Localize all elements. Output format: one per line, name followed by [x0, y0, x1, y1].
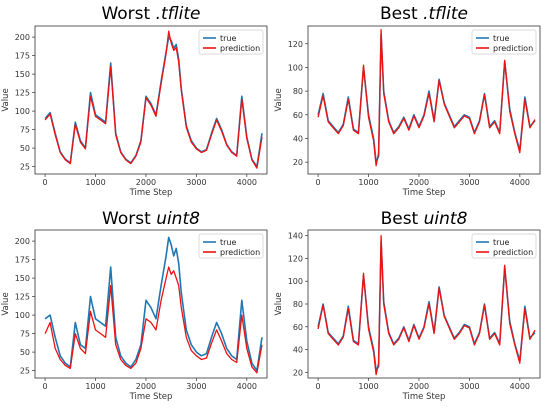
- y-axis-label: Value: [274, 292, 284, 315]
- chart-panel-2: Best .tflite 0 1000 2000 3000 4000 20 40 60 80 100…: [274, 4, 541, 198]
- series-line-true: [44, 36, 263, 168]
- x-tick-label: 3000: [186, 382, 206, 391]
- chart-panel-1: Worst .tflite 0 1000 2000 3000 4000 25 50 75 100 1…: [1, 4, 268, 198]
- y-tick-label: 125: [15, 293, 30, 302]
- x-tick-label: 3000: [459, 382, 479, 391]
- y-tick-label: 60: [293, 323, 303, 332]
- x-axis-label: Time Step: [402, 188, 446, 198]
- x-tick-label: 4000: [510, 382, 530, 391]
- legend-label-true: true: [220, 238, 236, 247]
- chart-panel-4: Best uint8 0 1000 2000 3000 4000 20 40 60 80 100 12…: [274, 209, 541, 402]
- x-tick-label: 4000: [237, 382, 257, 391]
- series-line-prediction: [317, 235, 536, 376]
- y-tick-label: 125: [15, 89, 30, 98]
- y-tick-label: 60: [293, 111, 303, 120]
- series-line-prediction: [44, 30, 263, 169]
- x-tick-label: 0: [43, 178, 48, 187]
- chart-title: Worst .tflite: [101, 4, 200, 24]
- legend-label-true: true: [220, 34, 236, 43]
- x-tick-label: 4000: [237, 178, 257, 187]
- y-tick-label: 75: [20, 126, 30, 135]
- y-tick-label: 80: [293, 300, 303, 309]
- y-tick-label: 50: [20, 144, 30, 153]
- y-tick-label: 100: [288, 277, 303, 286]
- chart-title: Best .tflite: [380, 4, 468, 24]
- y-tick-label: 20: [293, 368, 303, 377]
- series-line-prediction: [317, 28, 536, 167]
- legend-label-prediction: prediction: [220, 44, 260, 53]
- chart-title-model: .tflite: [156, 4, 201, 24]
- series-line-true: [44, 236, 263, 372]
- legend-label-prediction: prediction: [493, 44, 533, 53]
- y-tick-label: 20: [293, 158, 303, 167]
- plot-frame: [34, 229, 268, 379]
- x-tick-label: 3000: [459, 178, 479, 187]
- y-tick-label: 140: [288, 232, 303, 241]
- legend-label-prediction: prediction: [493, 248, 533, 257]
- chart-title-prefix: Best: [380, 4, 423, 24]
- x-tick-label: 1000: [358, 178, 378, 187]
- x-tick-label: 0: [316, 178, 321, 187]
- x-tick-label: 4000: [510, 178, 530, 187]
- legend-label-true: true: [493, 238, 509, 247]
- y-tick-label: 100: [15, 107, 30, 116]
- x-tick-label: 1000: [85, 382, 105, 391]
- y-tick-label: 75: [20, 330, 30, 339]
- y-tick-label: 150: [15, 274, 30, 283]
- x-tick-label: 0: [43, 382, 48, 391]
- y-tick-label: 25: [20, 367, 30, 376]
- series-line-prediction: [44, 266, 263, 374]
- y-tick-label: 175: [15, 256, 30, 265]
- y-axis-label: Value: [274, 88, 284, 111]
- chart-title-model: uint8: [156, 209, 200, 229]
- y-tick-label: 150: [15, 70, 30, 79]
- y-tick-label: 100: [288, 63, 303, 72]
- plot-frame: [307, 25, 541, 175]
- x-tick-label: 1000: [358, 382, 378, 391]
- x-tick-label: 2000: [136, 178, 156, 187]
- chart-title: Best uint8: [381, 209, 468, 229]
- legend-label-true: true: [493, 34, 509, 43]
- y-tick-label: 50: [20, 348, 30, 357]
- x-tick-label: 3000: [186, 178, 206, 187]
- x-tick-label: 2000: [136, 382, 156, 391]
- x-tick-label: 1000: [85, 178, 105, 187]
- y-tick-label: 200: [15, 33, 30, 42]
- y-tick-label: 40: [293, 134, 303, 143]
- y-tick-label: 120: [288, 40, 303, 49]
- chart-title-model: uint8: [424, 209, 468, 229]
- chart-panel-3: Worst uint8 0 1000 2000 3000 4000 25 50 75 100 125…: [1, 209, 268, 402]
- x-tick-label: 2000: [409, 178, 429, 187]
- y-tick-label: 40: [293, 346, 303, 355]
- chart-title-model: .tflite: [423, 4, 468, 24]
- plot-frame: [34, 25, 268, 175]
- legend-label-prediction: prediction: [220, 248, 260, 257]
- y-axis-label: Value: [1, 292, 11, 315]
- y-axis-label: Value: [1, 88, 11, 111]
- x-axis-label: Time Step: [129, 188, 173, 198]
- chart-title-prefix: Worst: [101, 4, 155, 24]
- y-tick-label: 200: [15, 237, 30, 246]
- y-tick-label: 100: [15, 311, 30, 320]
- x-axis-label: Time Step: [129, 392, 173, 402]
- y-tick-label: 80: [293, 87, 303, 96]
- x-axis-label: Time Step: [402, 392, 446, 402]
- y-tick-label: 175: [15, 52, 30, 61]
- chart-title-prefix: Best: [381, 209, 424, 229]
- x-tick-label: 2000: [409, 382, 429, 391]
- x-tick-label: 0: [316, 382, 321, 391]
- chart-title: Worst uint8: [102, 209, 200, 229]
- y-tick-label: 25: [20, 163, 30, 172]
- chart-title-prefix: Worst: [102, 209, 156, 229]
- y-tick-label: 120: [288, 254, 303, 263]
